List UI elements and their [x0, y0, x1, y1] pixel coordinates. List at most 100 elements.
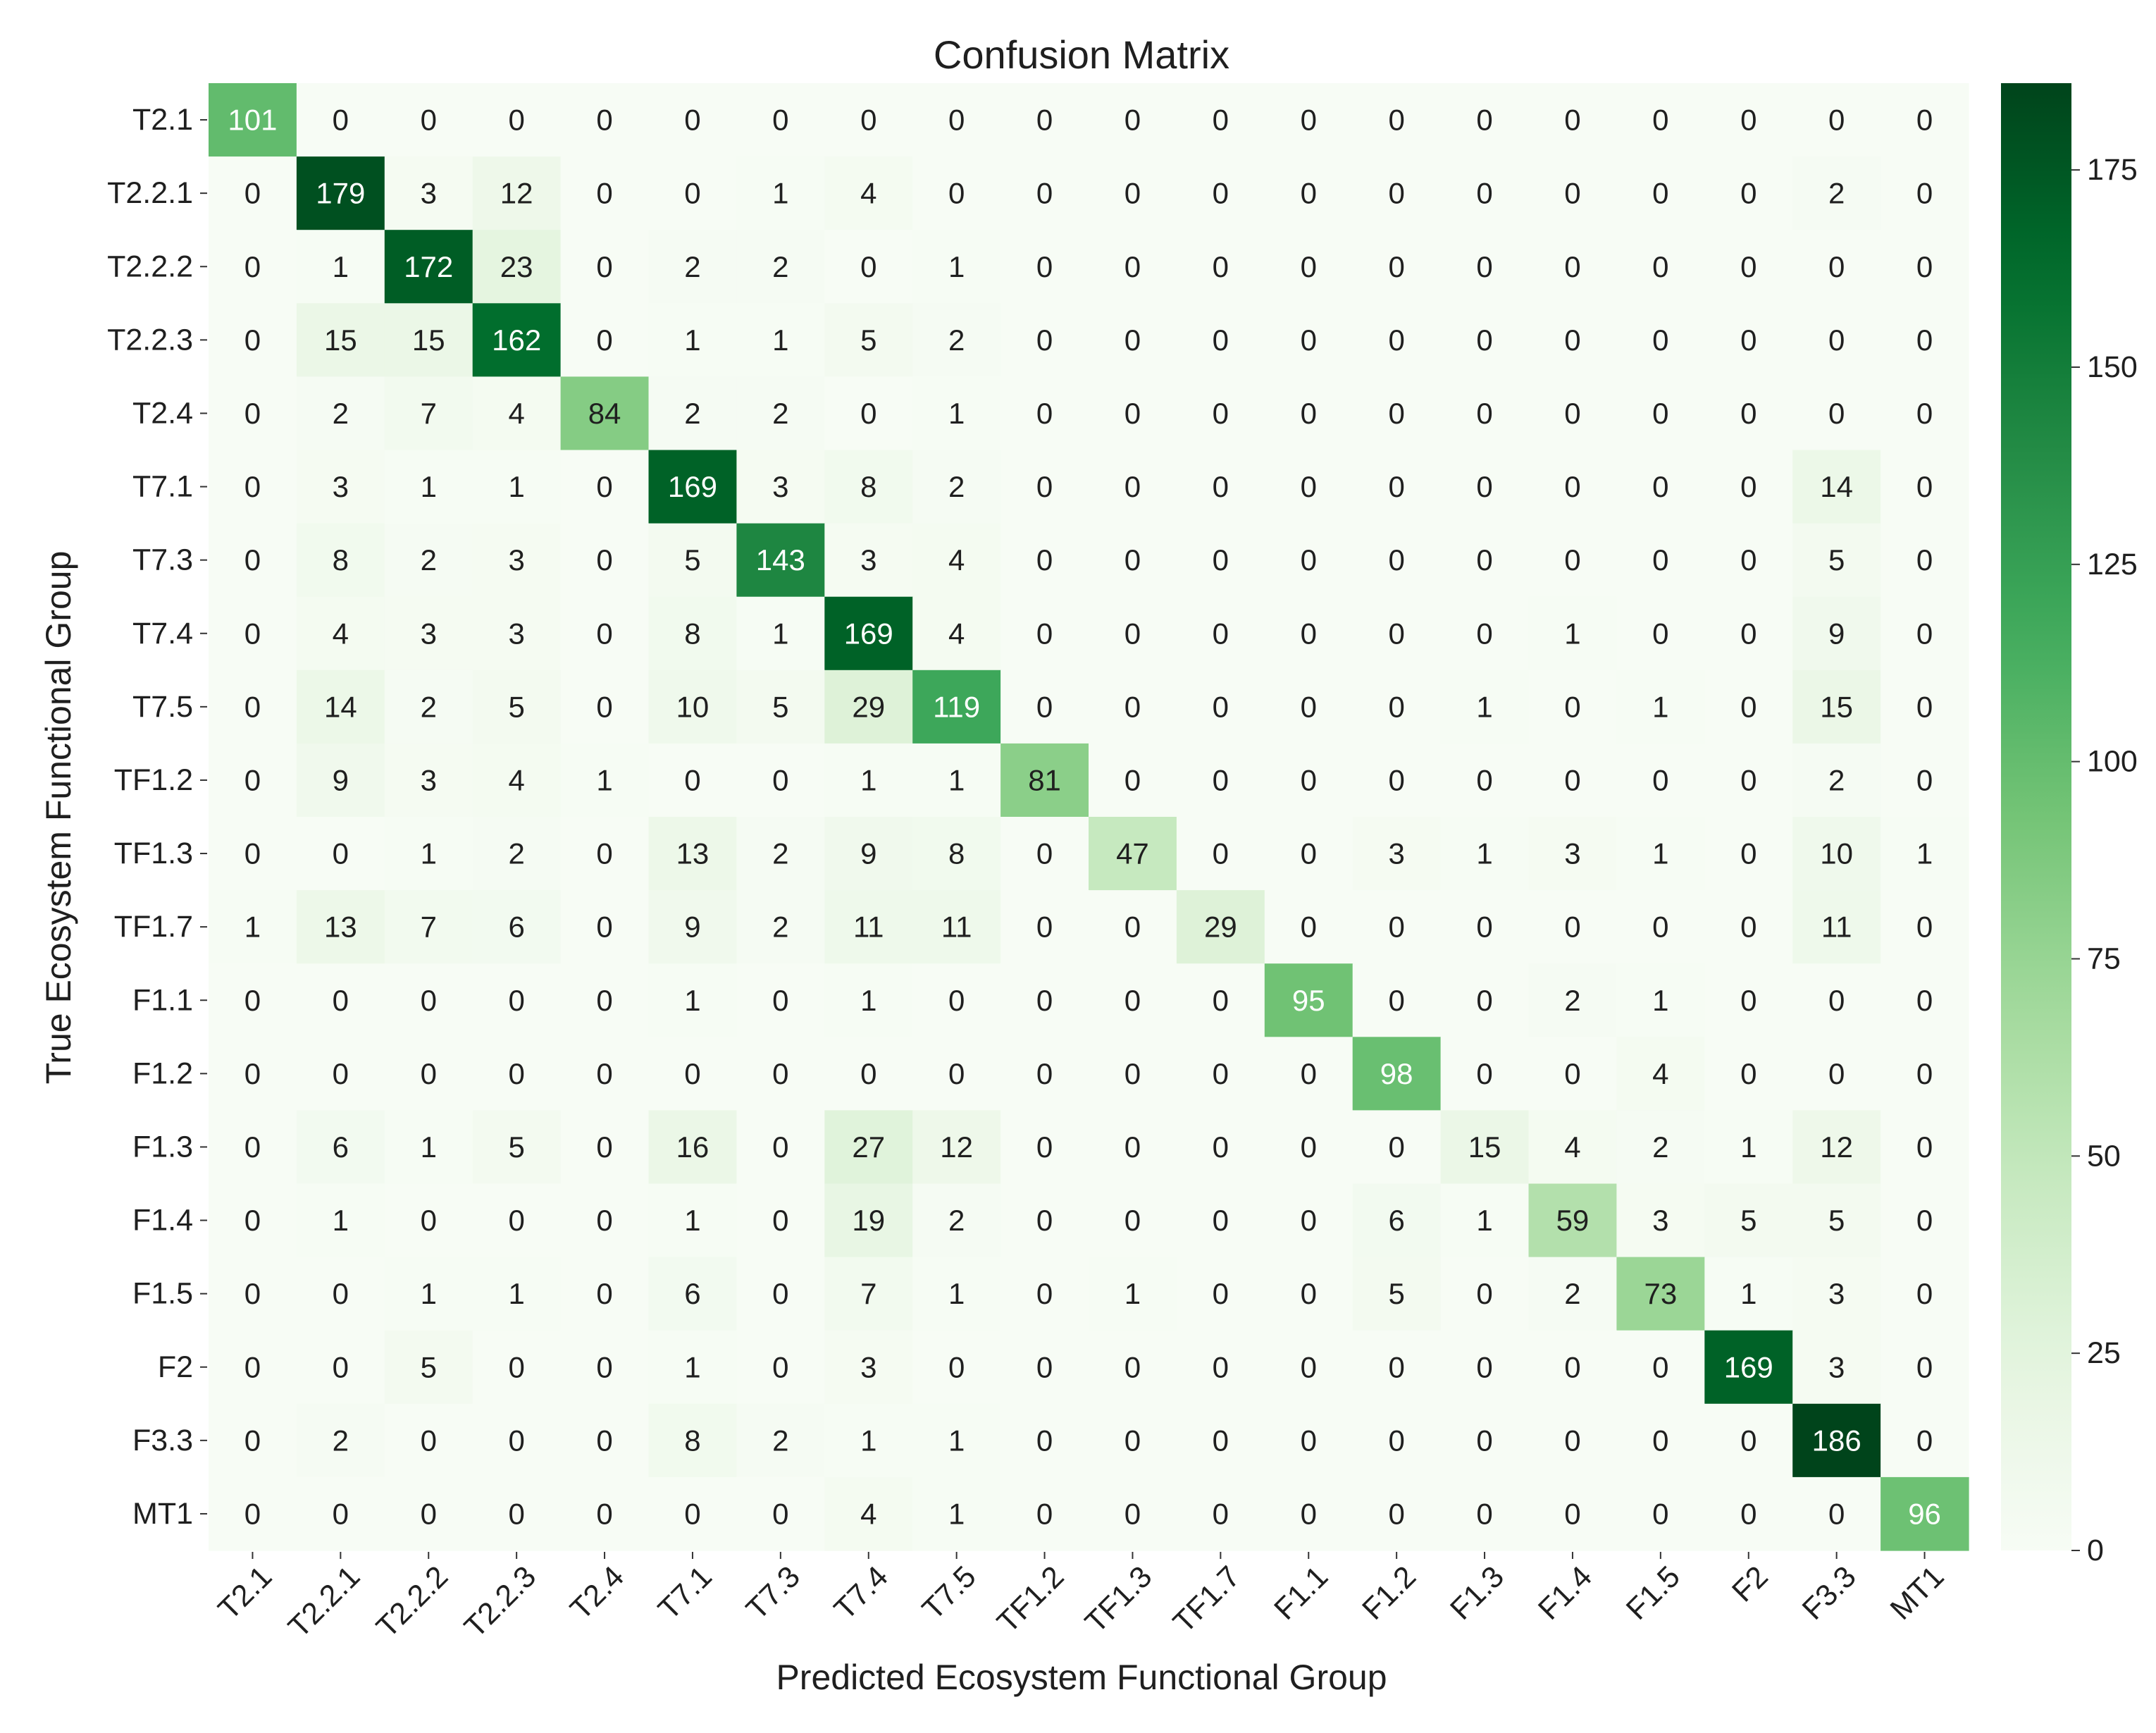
cell-value-label: 0: [948, 984, 965, 1017]
cell-value-label: 0: [1476, 617, 1492, 650]
heatmap-cell: [1176, 376, 1265, 451]
cell-value-label: 0: [244, 1424, 261, 1457]
heatmap-cell: [560, 743, 650, 818]
cell-value-label: 7: [860, 1277, 876, 1310]
cell-value-label: 2: [948, 323, 965, 357]
cell-value-label: 0: [1388, 911, 1404, 944]
heatmap-cell: [824, 450, 913, 524]
heatmap-cell: [1528, 376, 1617, 451]
heatmap-cell: [1704, 1037, 1793, 1111]
cell-value-label: 0: [860, 250, 876, 283]
cell-value-label: 2: [772, 911, 788, 944]
heatmap-cell: [1440, 1037, 1530, 1111]
cell-value-label: 0: [421, 104, 437, 137]
heatmap-cell: [1264, 963, 1353, 1037]
heatmap-cell: [1440, 890, 1530, 964]
heatmap-cell: [1881, 1257, 1969, 1331]
cell-value-label: 1: [948, 1497, 965, 1530]
heatmap-cell: [560, 1257, 650, 1331]
heatmap-cell: [560, 1476, 650, 1551]
heatmap-cell: [296, 1183, 385, 1258]
heatmap-cell: [296, 1257, 385, 1331]
cell-value-label: 0: [1036, 1497, 1053, 1530]
cell-value-label: 0: [772, 1350, 788, 1383]
heatmap-cell: [648, 376, 737, 451]
cell-value-label: 12: [500, 177, 533, 210]
colorbar-tick-label: 150: [2087, 350, 2138, 384]
cell-value-label: 0: [772, 1130, 788, 1164]
heatmap-cell: [1704, 1403, 1793, 1478]
heatmap-cell: [472, 230, 562, 304]
heatmap-cell: [736, 450, 825, 524]
heatmap-cell: [1440, 303, 1530, 377]
cell-value-label: 0: [772, 984, 788, 1017]
cell-value-label: 0: [1564, 104, 1580, 137]
heatmap-cell: [1176, 743, 1265, 818]
heatmap-cell: [384, 1037, 473, 1111]
cell-value-label: 0: [508, 1424, 524, 1457]
cell-value-label: 0: [1652, 177, 1668, 210]
cell-value-label: 0: [596, 1130, 612, 1164]
heatmap-cell: [1528, 890, 1617, 964]
x-tick-label: TF1.2: [991, 1560, 1070, 1639]
cell-value-label: 0: [1476, 104, 1492, 137]
cell-value-label: 9: [333, 763, 349, 796]
cell-value-label: 0: [1476, 543, 1492, 576]
heatmap-cell: [824, 83, 913, 157]
heatmap-cell: [472, 817, 562, 891]
cell-value-label: 0: [596, 470, 612, 503]
heatmap-cell: [1440, 376, 1530, 451]
heatmap-cell: [1616, 963, 1705, 1037]
cell-value-label: 0: [1301, 1204, 1317, 1237]
cell-value-label: 2: [508, 837, 524, 870]
cell-value-label: 0: [1652, 543, 1668, 576]
cell-value-label: 0: [1388, 690, 1404, 723]
heatmap-cell: [1792, 83, 1881, 157]
cell-value-label: 0: [1388, 1497, 1404, 1530]
cell-value-label: 0: [244, 763, 261, 796]
heatmap-cell: [824, 156, 913, 230]
heatmap-cell: [1176, 1257, 1265, 1331]
cell-value-label: 8: [333, 543, 349, 576]
cell-value-label: 12: [940, 1130, 973, 1164]
heatmap-cell: [1264, 303, 1353, 377]
heatmap-cell: [1704, 376, 1793, 451]
cell-value-label: 0: [948, 104, 965, 137]
heatmap-cell: [912, 670, 1001, 744]
cell-value-label: 1: [948, 1424, 965, 1457]
cell-value-label: 73: [1644, 1277, 1677, 1310]
cell-value-label: 0: [596, 1277, 612, 1310]
cell-value-label: 0: [1828, 323, 1845, 357]
y-tick-label: F1.1: [132, 983, 193, 1017]
heatmap-cell: [1089, 1476, 1177, 1551]
cell-value-label: 2: [948, 470, 965, 503]
heatmap-cell: [736, 963, 825, 1037]
cell-value-label: 4: [948, 543, 965, 576]
cell-value-label: 0: [1125, 984, 1141, 1017]
heatmap-cell: [1264, 230, 1353, 304]
cell-value-label: 0: [1036, 397, 1053, 430]
x-tick-label: T7.1: [652, 1560, 719, 1627]
heatmap-cell: [648, 83, 737, 157]
heatmap-cell: [296, 1110, 385, 1185]
cell-value-label: 5: [421, 1350, 437, 1383]
heatmap-cell: [1352, 450, 1442, 524]
heatmap-cell: [1792, 1257, 1881, 1331]
cell-value-label: 8: [684, 617, 700, 650]
cell-value-label: 0: [1125, 250, 1141, 283]
cell-value-label: 0: [948, 177, 965, 210]
chart-title: Confusion Matrix: [934, 32, 1229, 77]
y-tick-label: TF1.2: [114, 763, 193, 797]
heatmap-cell: [1352, 743, 1442, 818]
heatmap-cell: [560, 670, 650, 744]
heatmap-cell: [1792, 450, 1881, 524]
heatmap-cell: [1176, 670, 1265, 744]
x-tick-label: T2.4: [564, 1560, 631, 1627]
cell-value-label: 0: [1740, 1424, 1757, 1457]
heatmap-cell: [1881, 303, 1969, 377]
heatmap-cell: [1176, 817, 1265, 891]
cell-value-label: 0: [1828, 104, 1845, 137]
heatmap-cell: [296, 376, 385, 451]
heatmap-cell: [1616, 450, 1705, 524]
heatmap-cell: [1440, 963, 1530, 1037]
